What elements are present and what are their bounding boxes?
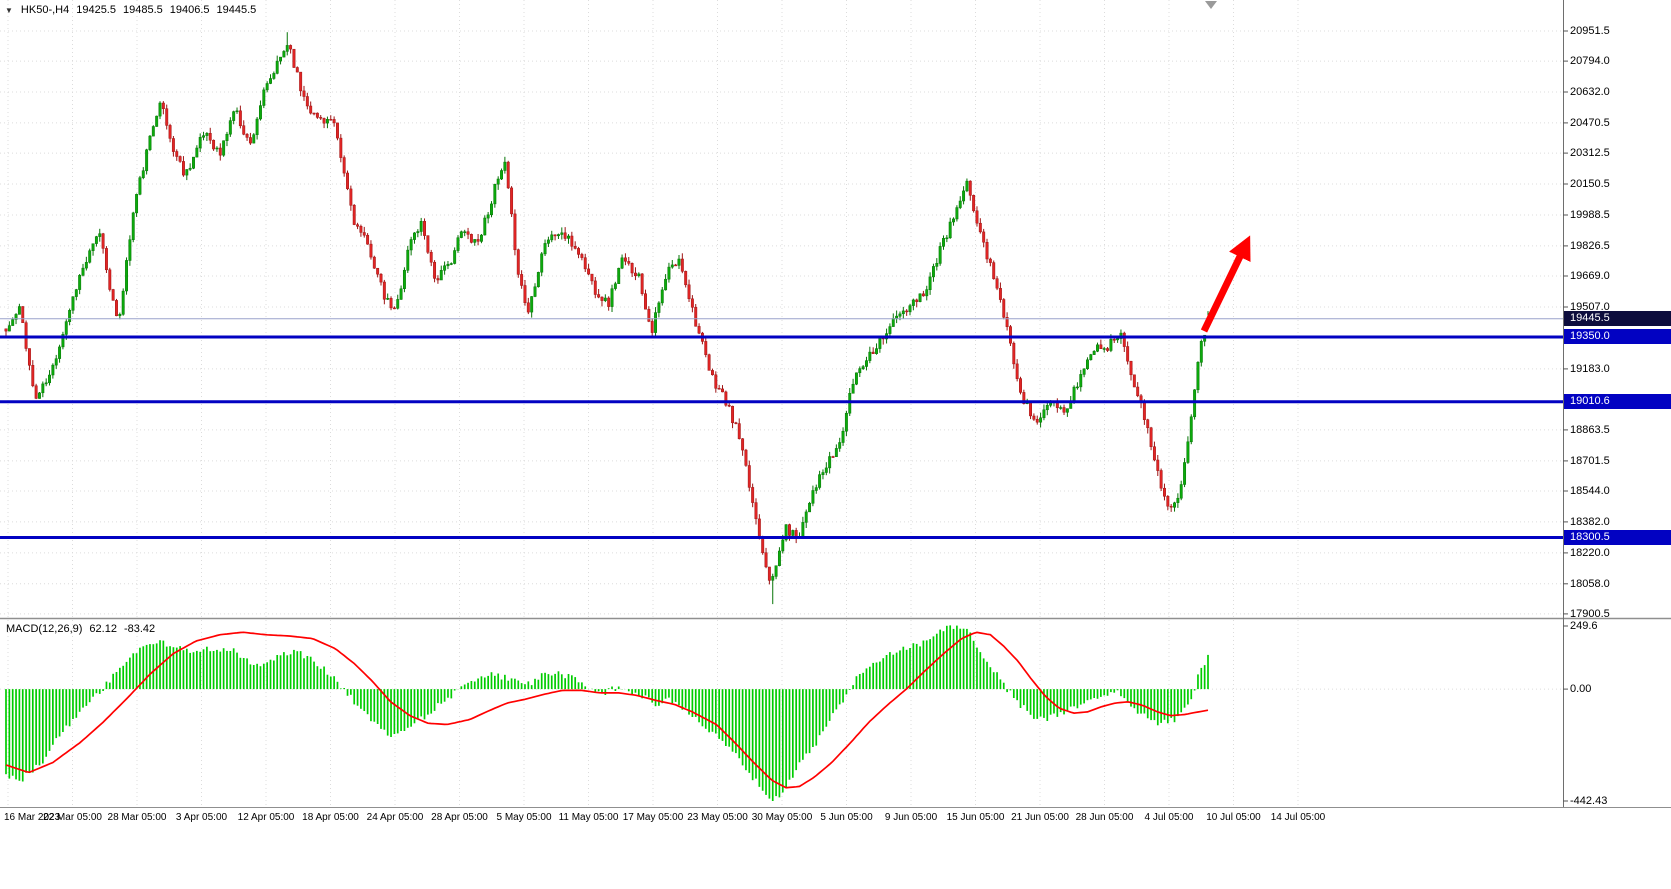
axis-tick-marks: [1563, 30, 1568, 802]
symbol-title: HK50-,H4: [20, 4, 70, 16]
macd-signal-line: [5, 631, 1209, 789]
ohlc-open: 19425.5: [76, 4, 116, 16]
ohlc-close: 19445.5: [216, 4, 257, 16]
candles-layer: [4, 32, 1210, 605]
chart-shift-marker-icon: [1205, 1, 1217, 9]
macd-signal-value: -83.42: [123, 623, 156, 635]
macd-name: MACD(12,26,9): [6, 623, 83, 635]
ohlc-low: 19406.5: [169, 4, 210, 16]
collapse-triangle-icon[interactable]: ▼: [5, 5, 13, 15]
macd-indicator-label: MACD(12,26,9) 62.12 -83.42: [6, 623, 155, 635]
ohlc-high: 19485.5: [122, 4, 163, 16]
trend-arrow-annotation[interactable]: [1200, 235, 1251, 333]
macd-main-value: 62.12: [89, 623, 117, 635]
macd-histogram: [5, 625, 1209, 801]
symbol-ohlc-header: ▼ HK50-,H4 19425.5 19485.5 19406.5 19445…: [5, 4, 256, 16]
